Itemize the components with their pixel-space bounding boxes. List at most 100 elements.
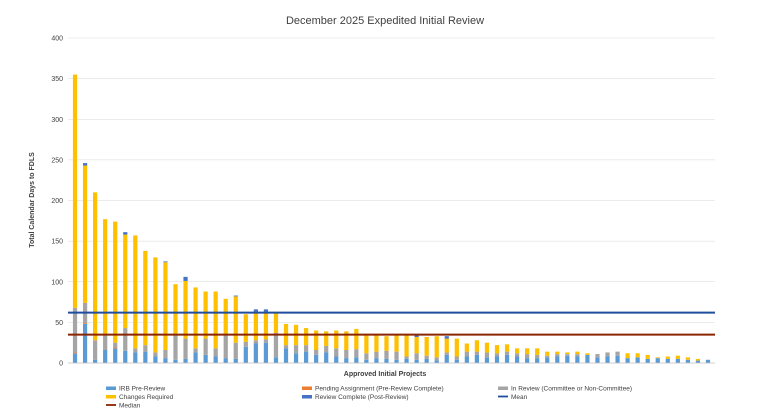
bar-group	[72, 74, 78, 363]
bar-group	[525, 348, 530, 363]
legend-label: Mean	[511, 394, 528, 401]
bar-group	[414, 334, 419, 363]
legend-label: Median	[119, 403, 141, 410]
bar-segment-changes-required	[253, 311, 258, 341]
bar-segment-in-review	[273, 332, 279, 358]
bar-segment-in-review	[494, 353, 500, 357]
bar-group	[655, 357, 660, 363]
bar-segment-review-complete	[233, 295, 238, 297]
bar-segment-irb-pre-review	[72, 353, 78, 363]
bar-segment-changes-required	[263, 311, 269, 340]
bar-group	[103, 219, 108, 363]
legend-swatch	[106, 386, 116, 390]
bar-segment-irb-pre-review	[193, 352, 198, 363]
bar-group	[183, 276, 188, 363]
bar-segment-changes-required	[153, 257, 158, 353]
bar-group	[585, 353, 590, 363]
bar-group	[324, 331, 329, 363]
bar-segment-irb-pre-review	[394, 359, 399, 363]
bar-group	[263, 309, 269, 363]
bar-segment-in-review	[72, 307, 78, 353]
bar-segment-changes-required	[324, 331, 329, 346]
bar-segment-in-review	[525, 354, 530, 359]
legend-item: Mean	[498, 394, 528, 401]
bar-segment-irb-pre-review	[655, 358, 660, 363]
bar-group	[484, 342, 490, 363]
bar-group	[504, 344, 510, 363]
bar-segment-changes-required	[143, 250, 148, 346]
bar-segment-in-review	[414, 353, 419, 360]
bar-group	[675, 355, 680, 363]
bar-segment-changes-required	[645, 354, 650, 359]
bar-group	[293, 324, 299, 363]
bar-group	[545, 351, 550, 363]
bar-segment-changes-required	[575, 351, 580, 355]
bar-segment-irb-pre-review	[334, 356, 339, 363]
bar-segment-irb-pre-review	[545, 357, 550, 363]
bar-group	[665, 356, 670, 363]
bar-segment-in-review	[334, 348, 339, 357]
bar-group	[273, 311, 279, 363]
legend-item: In Review (Committee or Non-Committee)	[498, 386, 632, 393]
bar-segment-in-review	[344, 350, 349, 359]
bar-segment-in-review	[283, 345, 289, 349]
bar-group	[354, 328, 359, 363]
bar-segment-in-review	[183, 338, 188, 359]
bar-group	[123, 232, 128, 363]
bar-segment-review-complete	[123, 232, 128, 235]
legend-label: Pending Assignment (Pre-Review Complete)	[315, 386, 444, 393]
bar-group	[253, 309, 258, 363]
bar-segment-in-review	[615, 351, 620, 356]
bar-segment-irb-pre-review	[675, 358, 680, 363]
y-axis-ticks: 0 50 100 150 200 250 300 350 400	[51, 36, 63, 368]
bar-group	[334, 330, 339, 363]
bar-segment-review-complete	[414, 334, 419, 337]
bar-group	[384, 336, 389, 363]
bar-segment-in-review	[545, 355, 550, 358]
bar-segment-irb-pre-review	[494, 356, 500, 363]
bar-group	[454, 338, 459, 363]
bar-segment-in-review	[394, 351, 399, 360]
bar-segment-in-review	[163, 350, 168, 359]
y-tick-label: 400	[51, 36, 63, 43]
bar-segment-changes-required	[113, 221, 118, 343]
bar-segment-irb-pre-review	[615, 355, 620, 363]
bar-segment-irb-pre-review	[173, 359, 178, 363]
legend-label: IRB Pre-Review	[119, 386, 166, 393]
bar-group	[223, 298, 228, 363]
bar-segment-irb-pre-review	[635, 357, 640, 363]
bar-group	[243, 314, 248, 363]
bar-segment-in-review	[474, 351, 480, 355]
bar-segment-irb-pre-review	[625, 358, 630, 363]
bar-group	[113, 221, 118, 363]
bar-segment-changes-required	[82, 165, 88, 303]
bar-segment-irb-pre-review	[575, 356, 580, 363]
bar-segment-changes-required	[133, 235, 138, 349]
bar-segment-changes-required	[525, 348, 530, 355]
bar-group	[173, 284, 178, 363]
bar-segment-irb-pre-review	[535, 358, 540, 363]
bar-segment-in-review	[535, 354, 540, 359]
bar-segment-in-review	[404, 356, 409, 359]
y-tick-label: 100	[51, 279, 63, 286]
bar-segment-in-review	[324, 345, 329, 353]
bar-group	[153, 257, 158, 363]
bar-segment-irb-pre-review	[93, 359, 98, 363]
bar-segment-irb-pre-review	[123, 350, 128, 363]
bar-segment-in-review	[384, 350, 389, 359]
y-tick-label: 250	[51, 157, 63, 164]
bar-segment-irb-pre-review	[113, 348, 118, 363]
bar-group	[494, 345, 500, 363]
bar-segment-in-review	[555, 354, 560, 357]
bar-segment-irb-pre-review	[414, 359, 419, 363]
bar-segment-irb-pre-review	[103, 350, 108, 363]
bar-segment-irb-pre-review	[565, 355, 570, 363]
bar-segment-irb-pre-review	[444, 354, 449, 363]
bar-segment-in-review	[434, 357, 439, 361]
legend-label: Review Complete (Post-Review)	[315, 394, 409, 401]
bar-segment-in-review	[243, 341, 248, 347]
bar-segment-changes-required	[675, 355, 680, 359]
bar-segment-in-review	[113, 342, 118, 348]
bar-segment-in-review	[233, 342, 238, 359]
bar-segment-irb-pre-review	[525, 358, 530, 363]
